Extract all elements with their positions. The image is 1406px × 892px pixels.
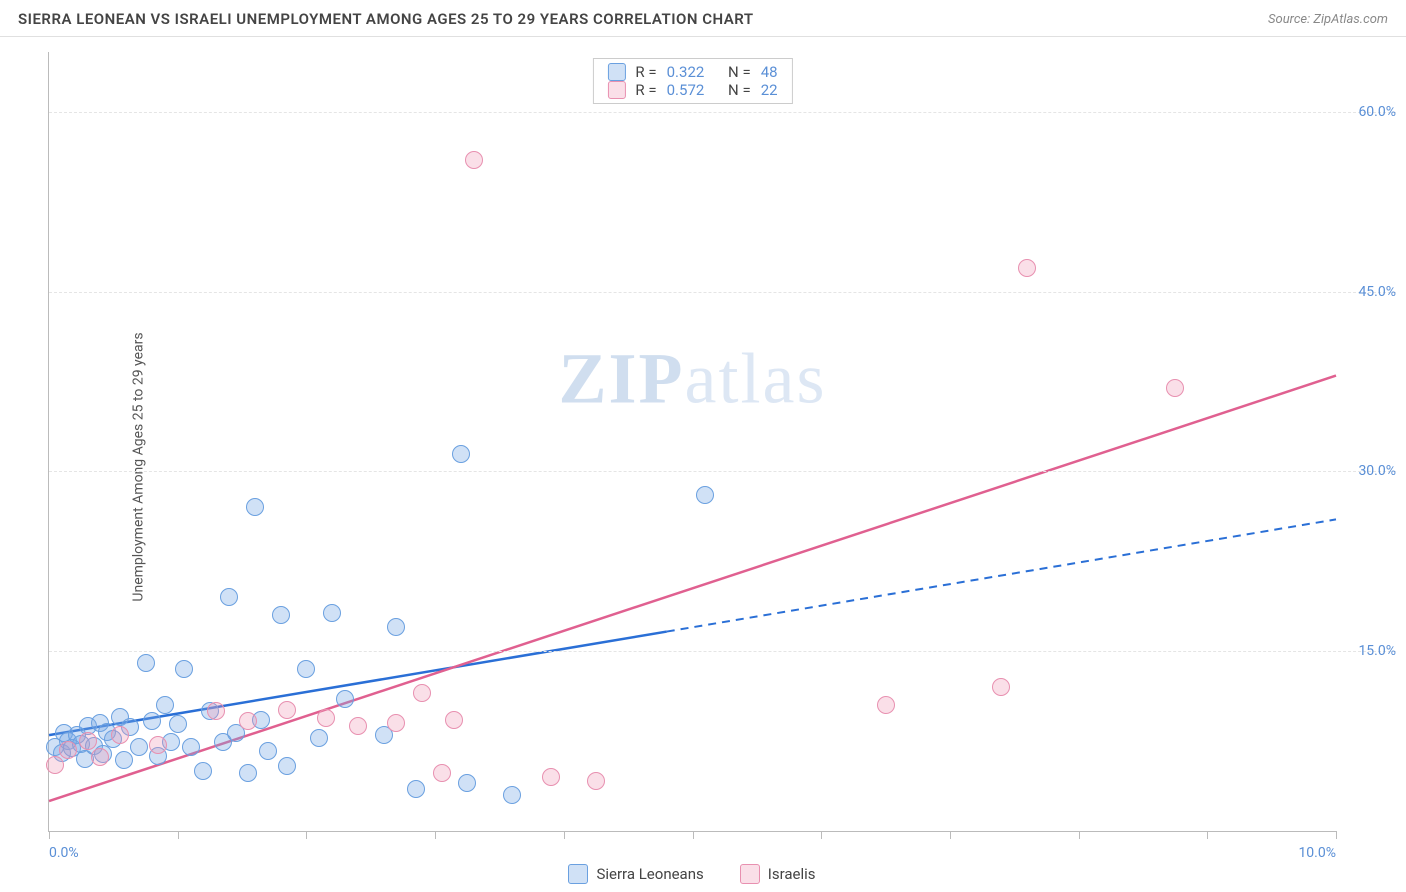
data-point xyxy=(79,732,97,750)
data-point xyxy=(413,684,431,702)
source-label: Source: ZipAtlas.com xyxy=(1268,12,1388,27)
data-point xyxy=(349,717,367,735)
data-point xyxy=(169,715,187,733)
n-value: 22 xyxy=(761,81,778,99)
x-tick xyxy=(1336,831,1337,839)
data-point xyxy=(156,696,174,714)
data-point xyxy=(194,762,212,780)
x-tick xyxy=(564,831,565,839)
data-point xyxy=(1166,379,1184,397)
watermark: ZIPatlas xyxy=(559,338,827,421)
y-tick-label: 45.0% xyxy=(1358,284,1396,300)
data-point xyxy=(259,742,277,760)
data-point xyxy=(239,712,257,730)
data-point xyxy=(323,604,341,622)
r-value: 0.572 xyxy=(667,81,705,99)
data-point xyxy=(503,786,521,804)
swatch-icon xyxy=(607,81,625,99)
trend-line-extrapolated xyxy=(667,519,1336,631)
data-point xyxy=(387,618,405,636)
x-tick xyxy=(435,831,436,839)
data-point xyxy=(407,780,425,798)
chart-header: SIERRA LEONEAN VS ISRAELI UNEMPLOYMENT A… xyxy=(0,0,1406,37)
swatch-icon xyxy=(568,864,588,884)
data-point xyxy=(458,774,476,792)
correlation-row: R = 0.572 N = 22 xyxy=(607,81,777,99)
r-label: R = xyxy=(635,81,656,99)
watermark-suffix: atlas xyxy=(685,339,827,419)
x-tick xyxy=(950,831,951,839)
x-tick-label: 10.0% xyxy=(1298,845,1336,861)
data-point xyxy=(272,606,290,624)
data-point xyxy=(278,757,296,775)
data-point xyxy=(130,738,148,756)
data-point xyxy=(992,678,1010,696)
data-point xyxy=(297,660,315,678)
data-point xyxy=(111,726,129,744)
data-point xyxy=(445,711,463,729)
n-value: 48 xyxy=(761,63,778,81)
grid-line xyxy=(49,112,1396,113)
y-tick-label: 30.0% xyxy=(1358,463,1396,479)
plot-area: ZIPatlas R = 0.322 N = 48 R = 0.572 N = … xyxy=(48,52,1336,832)
data-point xyxy=(278,701,296,719)
data-point xyxy=(175,660,193,678)
x-tick-label: 0.0% xyxy=(49,845,79,861)
y-tick-label: 15.0% xyxy=(1358,643,1396,659)
data-point xyxy=(433,764,451,782)
correlation-row: R = 0.322 N = 48 xyxy=(607,63,777,81)
data-point xyxy=(317,709,335,727)
correlation-legend: R = 0.322 N = 48 R = 0.572 N = 22 xyxy=(592,58,792,104)
legend-label: Sierra Leoneans xyxy=(596,865,703,883)
swatch-icon xyxy=(740,864,760,884)
n-label: N = xyxy=(728,63,751,81)
plot-container: Unemployment Among Ages 25 to 29 years Z… xyxy=(0,42,1406,892)
data-point xyxy=(877,696,895,714)
x-tick xyxy=(49,831,50,839)
data-point xyxy=(387,714,405,732)
legend-label: Israelis xyxy=(768,865,816,883)
chart-title: SIERRA LEONEAN VS ISRAELI UNEMPLOYMENT A… xyxy=(18,10,754,28)
data-point xyxy=(1018,259,1036,277)
data-point xyxy=(143,712,161,730)
data-point xyxy=(336,690,354,708)
x-tick xyxy=(306,831,307,839)
watermark-prefix: ZIP xyxy=(559,339,685,419)
data-point xyxy=(239,764,257,782)
data-point xyxy=(46,756,64,774)
data-point xyxy=(149,736,167,754)
r-value: 0.322 xyxy=(667,63,705,81)
data-point xyxy=(91,748,109,766)
data-point xyxy=(696,486,714,504)
data-point xyxy=(465,151,483,169)
r-label: R = xyxy=(635,63,656,81)
data-point xyxy=(59,741,77,759)
x-tick xyxy=(693,831,694,839)
data-point xyxy=(587,772,605,790)
x-tick xyxy=(821,831,822,839)
series-legend: Sierra Leoneans Israelis xyxy=(48,864,1336,884)
x-tick xyxy=(1207,831,1208,839)
legend-item: Israelis xyxy=(740,864,816,884)
grid-line xyxy=(49,471,1396,472)
data-point xyxy=(452,445,470,463)
x-tick xyxy=(178,831,179,839)
swatch-icon xyxy=(607,63,625,81)
data-point xyxy=(182,738,200,756)
x-tick xyxy=(1079,831,1080,839)
n-label: N = xyxy=(728,81,751,99)
grid-line xyxy=(49,651,1396,652)
grid-line xyxy=(49,292,1396,293)
data-point xyxy=(115,751,133,769)
data-point xyxy=(246,498,264,516)
y-tick-label: 60.0% xyxy=(1358,104,1396,120)
data-point xyxy=(542,768,560,786)
data-point xyxy=(137,654,155,672)
data-point xyxy=(207,702,225,720)
legend-item: Sierra Leoneans xyxy=(568,864,703,884)
data-point xyxy=(220,588,238,606)
data-point xyxy=(310,729,328,747)
